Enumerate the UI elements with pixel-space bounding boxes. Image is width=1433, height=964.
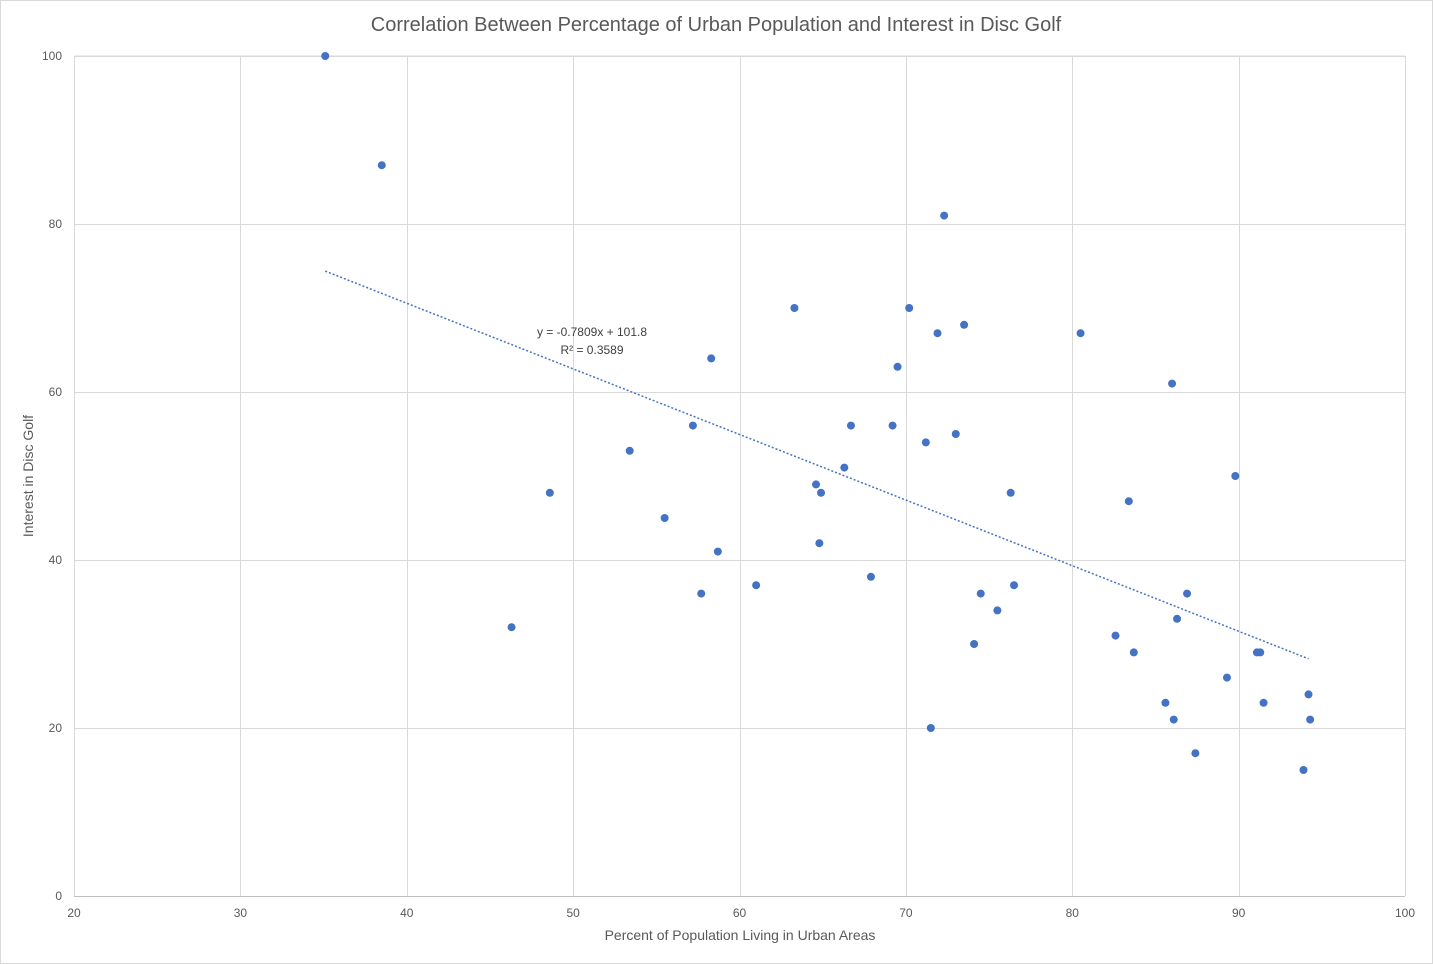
data-point [888, 421, 897, 430]
data-point [1169, 715, 1178, 724]
data-points [321, 52, 1315, 774]
y-axis-tick-labels: 0 20 40 60 80 100 [42, 49, 62, 903]
data-point [846, 421, 855, 430]
y-tick-label: 0 [55, 889, 62, 903]
y-axis-title: Interest in Disc Golf [20, 415, 36, 537]
data-point [921, 438, 930, 447]
data-point [1124, 497, 1133, 506]
data-point [1111, 631, 1120, 640]
data-point [976, 589, 985, 598]
data-point [1006, 488, 1015, 497]
y-tick-label: 60 [49, 385, 63, 399]
data-point [1231, 472, 1240, 480]
data-point [625, 446, 634, 455]
data-point [817, 488, 826, 497]
data-point [951, 430, 960, 438]
data-point [1306, 715, 1315, 724]
data-point [321, 52, 330, 60]
data-point [1256, 648, 1265, 657]
data-point [1168, 379, 1177, 388]
x-tick-label: 50 [566, 906, 580, 920]
data-point [815, 539, 824, 548]
data-point [812, 480, 821, 489]
data-point [940, 211, 949, 220]
data-point [707, 354, 716, 363]
data-point [905, 304, 914, 312]
data-point [688, 421, 697, 430]
data-point [1183, 589, 1192, 598]
data-point [660, 514, 669, 522]
data-point [545, 488, 554, 497]
x-axis-title: Percent of Population Living in Urban Ar… [605, 927, 876, 943]
y-tick-label: 100 [42, 49, 62, 63]
trendline [324, 270, 1309, 660]
x-tick-label: 80 [1066, 906, 1080, 920]
data-point [790, 304, 799, 312]
data-point [1222, 673, 1231, 682]
data-point [1299, 766, 1308, 774]
data-point [1010, 581, 1019, 590]
data-point [970, 640, 979, 648]
x-tick-label: 70 [899, 906, 913, 920]
data-point [1076, 329, 1085, 338]
data-point [507, 623, 516, 632]
x-axis-tick-labels: 20 30 40 50 60 70 80 90 100 [67, 906, 1415, 920]
data-point [1191, 749, 1200, 758]
y-tick-label: 40 [49, 553, 63, 567]
x-tick-label: 100 [1395, 906, 1415, 920]
y-tick-label: 80 [49, 217, 63, 231]
data-point [1259, 698, 1268, 707]
data-point [840, 463, 849, 472]
data-point [960, 320, 969, 329]
x-tick-label: 30 [234, 906, 248, 920]
data-point [926, 724, 935, 732]
data-point [1129, 648, 1138, 657]
chart-title: Correlation Between Percentage of Urban … [371, 14, 1062, 36]
x-tick-label: 90 [1232, 906, 1246, 920]
trendline-group [324, 270, 1309, 660]
x-tick-label: 40 [400, 906, 414, 920]
x-tick-label: 60 [733, 906, 747, 920]
data-point [1173, 614, 1182, 623]
trendline-equation: y = -0.7809x + 101.8 [537, 325, 647, 339]
data-point [933, 329, 942, 338]
data-point [752, 581, 761, 590]
data-point [866, 572, 875, 581]
x-tick-label: 20 [67, 906, 81, 920]
data-point [1304, 690, 1313, 699]
data-point [993, 606, 1002, 615]
data-point [697, 589, 706, 598]
data-point [377, 161, 386, 170]
data-point [1161, 698, 1170, 707]
data-point [713, 547, 722, 556]
gridlines [74, 55, 1406, 897]
trendline-r-squared: R² = 0.3589 [560, 343, 623, 357]
y-tick-label: 20 [49, 721, 63, 735]
data-point [893, 362, 902, 371]
